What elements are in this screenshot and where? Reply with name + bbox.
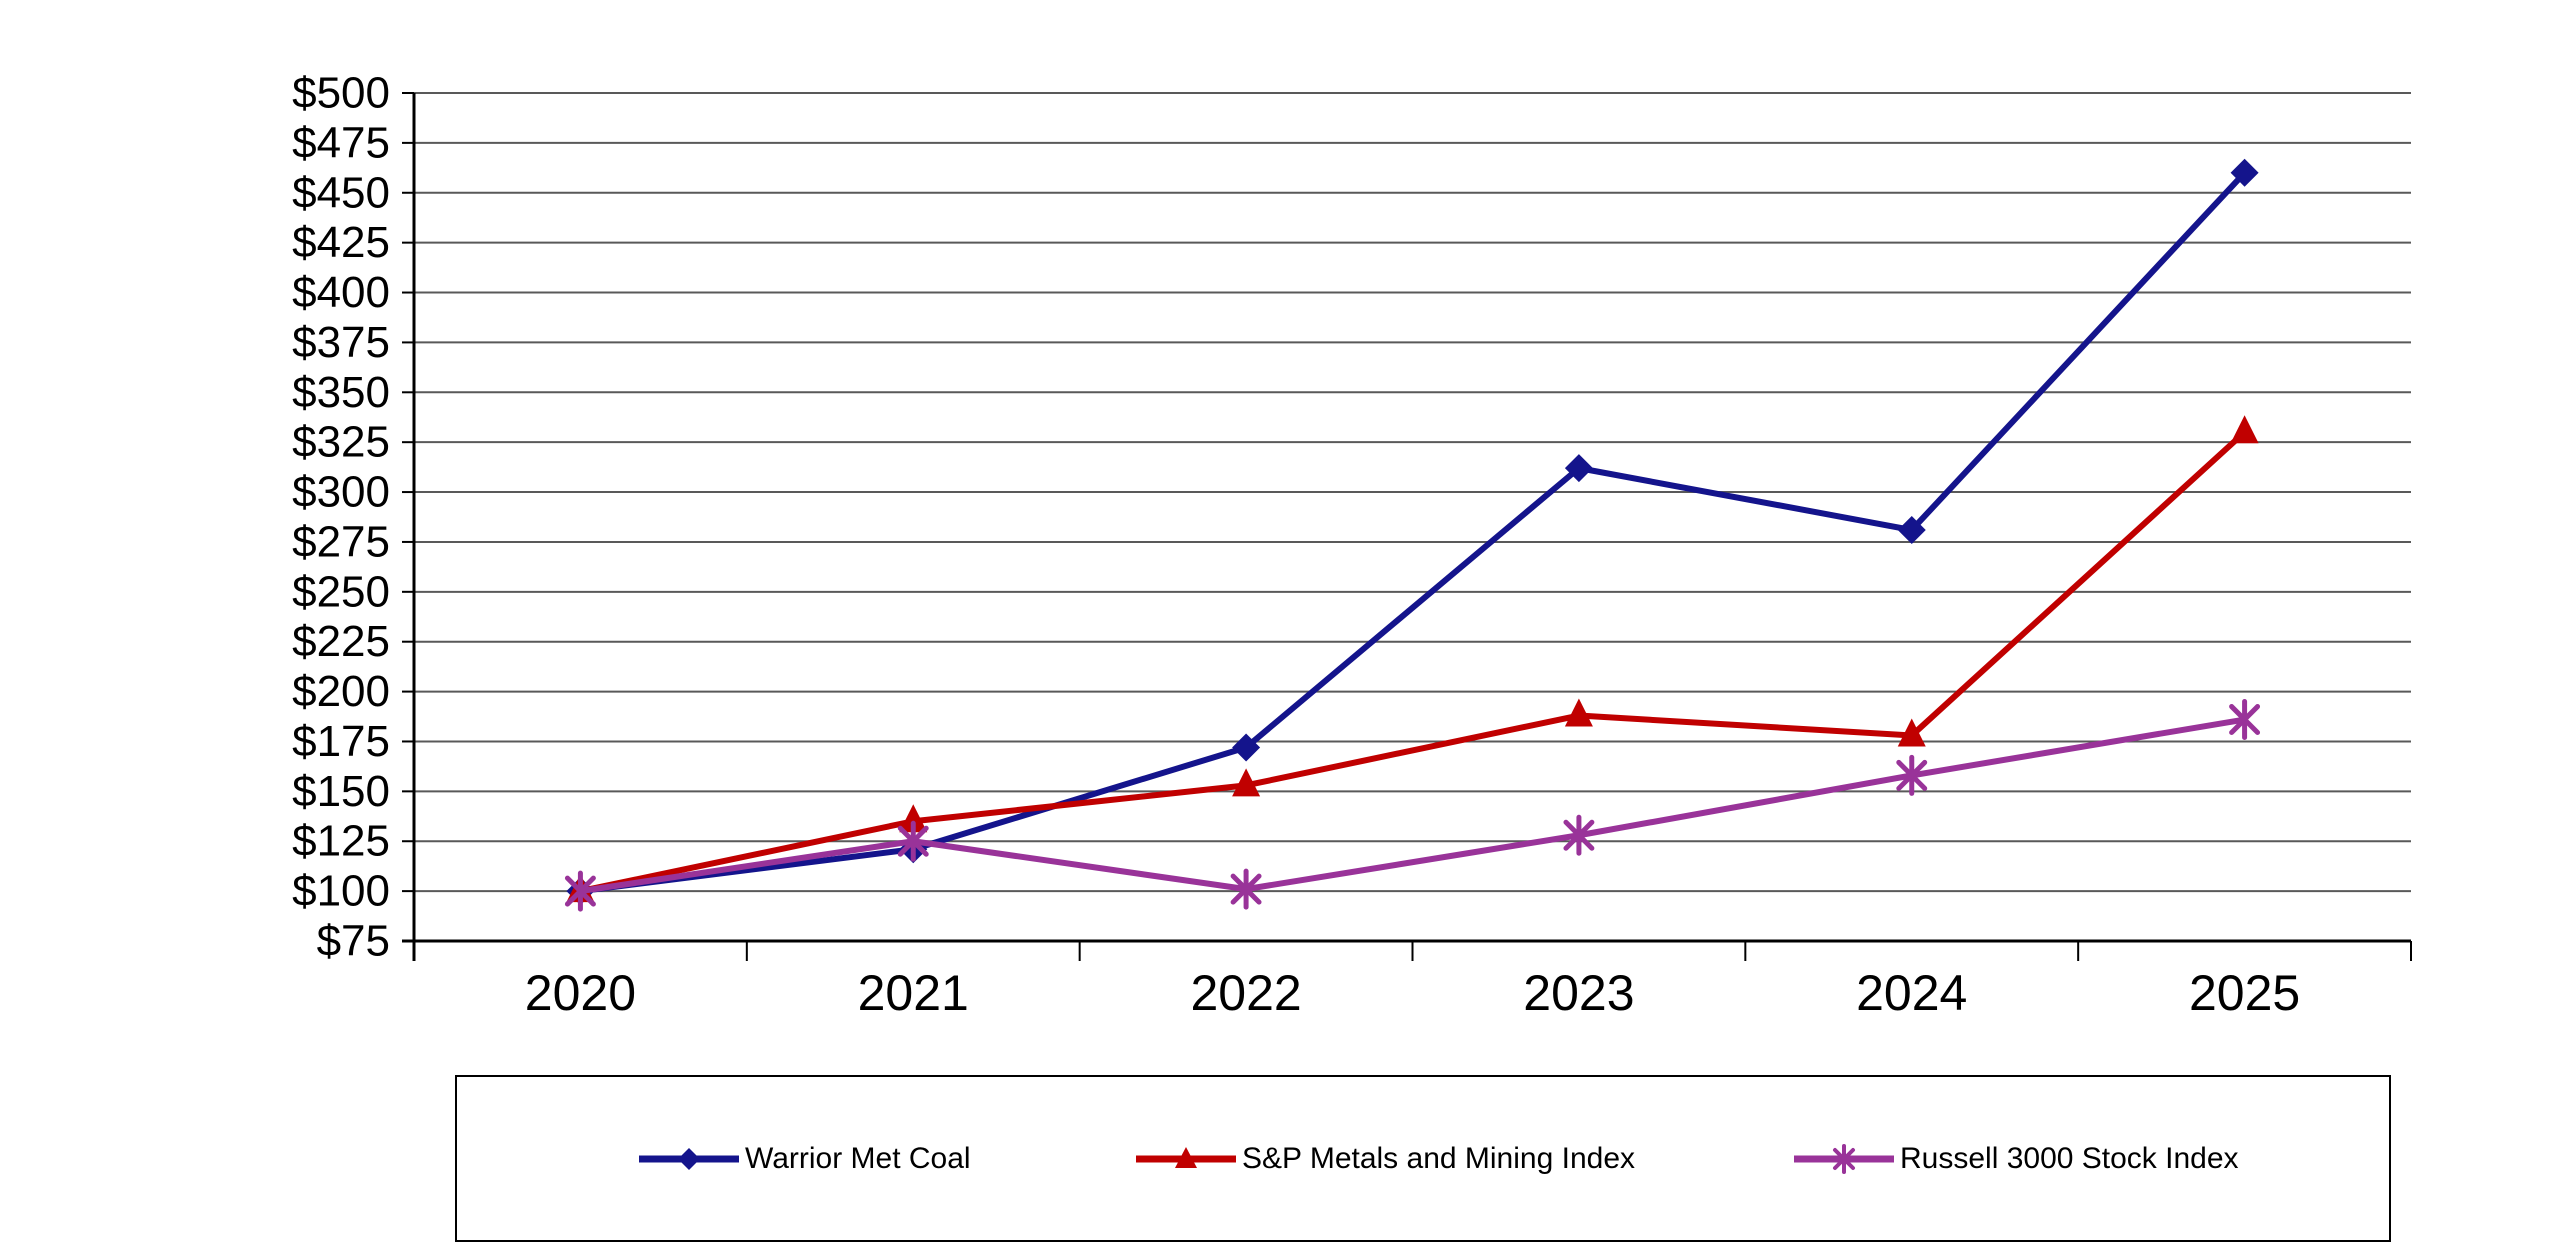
y-axis-label: $250 <box>292 567 390 616</box>
y-axis-label: $200 <box>292 667 390 716</box>
triangle-marker <box>1564 698 1593 727</box>
asterisk-marker <box>2229 704 2261 735</box>
x-axis-label: 2023 <box>1523 965 1634 1021</box>
legend-label: Warrior Met Coal <box>745 1141 971 1175</box>
legend-label: S&P Metals and Mining Index <box>1242 1141 1636 1175</box>
asterisk-marker <box>1896 759 1928 791</box>
y-axis-label: $375 <box>292 318 390 367</box>
diamond-marker <box>2230 158 2259 187</box>
x-axis-label: 2020 <box>525 965 636 1021</box>
x-axis-label: 2021 <box>858 965 969 1021</box>
y-axis-label: $425 <box>292 218 390 267</box>
diamond-marker <box>1232 733 1261 762</box>
y-axis-label: $100 <box>292 867 390 916</box>
series-line-asterisk <box>579 716 2246 895</box>
triangle-marker <box>2230 415 2259 444</box>
y-axis-label: $275 <box>292 517 390 566</box>
diamond-marker <box>1564 454 1593 483</box>
triangle-marker <box>1232 768 1261 797</box>
asterisk-marker <box>1563 819 1595 851</box>
y-axis-label: $175 <box>292 717 390 766</box>
legend-item-3: Russell 3000 Stock Index <box>1794 1137 2239 1181</box>
series-line-triangle <box>579 429 2247 895</box>
legend-triangle-swatch <box>1136 1146 1236 1168</box>
y-axis-label: $500 <box>292 69 390 118</box>
y-axis-label: $475 <box>292 118 390 167</box>
asterisk-marker <box>564 875 596 907</box>
triangle-marker <box>1897 718 1926 747</box>
y-axis-label: $300 <box>292 468 390 517</box>
legend-label: Russell 3000 Stock Index <box>1900 1141 2239 1175</box>
x-axis-label: 2022 <box>1190 965 1301 1021</box>
y-axis-label: $150 <box>292 767 390 816</box>
y-axis-label: $225 <box>292 617 390 666</box>
asterisk-marker <box>1230 873 1262 905</box>
legend-diamond-swatch <box>639 1147 739 1170</box>
y-axis-label: $75 <box>317 917 390 966</box>
diamond-marker <box>1897 515 1926 544</box>
legend-item-2: S&P Metals and Mining Index <box>1136 1137 1635 1181</box>
legend-asterisk-swatch <box>1794 1143 1894 1174</box>
x-axis-label: 2024 <box>1856 965 1967 1021</box>
y-axis-label: $125 <box>292 817 390 866</box>
x-axis-label: 2025 <box>2189 965 2300 1021</box>
asterisk-marker <box>897 825 929 857</box>
y-axis-label: $400 <box>292 268 390 317</box>
y-axis-label: $325 <box>292 418 390 467</box>
y-axis-label: $350 <box>292 368 390 417</box>
chart-legend: Warrior Met Coal S&P Metals and Mining In… <box>455 1075 2391 1242</box>
triangle-marker <box>899 804 928 833</box>
series-line-diamond <box>580 170 2247 895</box>
legend-item-1: Warrior Met Coal <box>639 1137 971 1181</box>
y-axis-label: $450 <box>292 168 390 217</box>
